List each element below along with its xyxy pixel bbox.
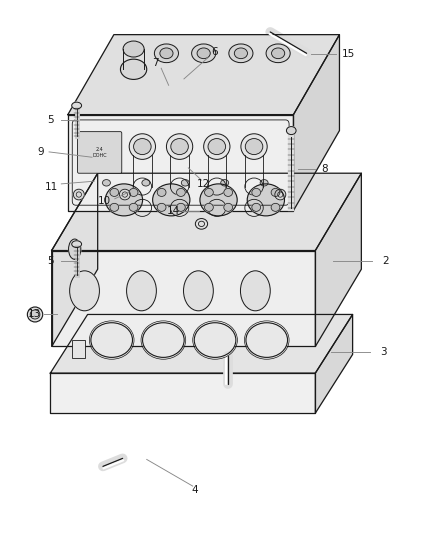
- Text: 7: 7: [152, 58, 159, 68]
- Ellipse shape: [166, 134, 193, 159]
- Ellipse shape: [91, 323, 132, 358]
- Ellipse shape: [241, 134, 267, 159]
- Ellipse shape: [119, 189, 131, 200]
- Ellipse shape: [204, 134, 230, 159]
- Ellipse shape: [224, 203, 233, 211]
- Ellipse shape: [72, 241, 81, 247]
- Ellipse shape: [105, 184, 142, 216]
- Ellipse shape: [208, 139, 226, 155]
- Ellipse shape: [271, 188, 280, 196]
- Ellipse shape: [200, 184, 237, 216]
- Text: 9: 9: [37, 147, 44, 157]
- Ellipse shape: [27, 307, 42, 322]
- Ellipse shape: [177, 203, 185, 211]
- Polygon shape: [315, 173, 361, 346]
- Ellipse shape: [72, 102, 81, 109]
- Ellipse shape: [171, 139, 188, 155]
- Text: 5: 5: [47, 256, 54, 266]
- Text: 12: 12: [197, 179, 210, 189]
- Text: 5: 5: [47, 115, 54, 125]
- Ellipse shape: [142, 180, 150, 186]
- Ellipse shape: [246, 323, 287, 358]
- Ellipse shape: [247, 184, 285, 216]
- Ellipse shape: [195, 219, 208, 229]
- Ellipse shape: [197, 48, 210, 59]
- Bar: [72, 340, 85, 358]
- Ellipse shape: [129, 188, 138, 196]
- Ellipse shape: [129, 203, 138, 211]
- Polygon shape: [293, 35, 339, 211]
- Ellipse shape: [205, 188, 213, 196]
- Polygon shape: [68, 35, 339, 115]
- Ellipse shape: [245, 139, 263, 155]
- Ellipse shape: [260, 180, 268, 186]
- Text: 3: 3: [380, 347, 387, 357]
- Ellipse shape: [110, 203, 119, 211]
- Ellipse shape: [229, 44, 253, 63]
- Ellipse shape: [160, 48, 173, 59]
- Text: 6: 6: [211, 47, 218, 57]
- Ellipse shape: [272, 48, 285, 59]
- Text: 2.4
DOHC: 2.4 DOHC: [92, 147, 107, 158]
- Ellipse shape: [184, 271, 213, 311]
- Ellipse shape: [252, 188, 261, 196]
- Ellipse shape: [129, 134, 155, 159]
- Polygon shape: [68, 115, 293, 211]
- Ellipse shape: [181, 180, 189, 186]
- Ellipse shape: [74, 189, 84, 200]
- Ellipse shape: [234, 48, 247, 59]
- Ellipse shape: [221, 180, 229, 186]
- Ellipse shape: [205, 203, 213, 211]
- Polygon shape: [52, 173, 361, 251]
- Ellipse shape: [127, 271, 156, 311]
- Ellipse shape: [120, 59, 147, 79]
- Ellipse shape: [134, 139, 151, 155]
- Polygon shape: [50, 373, 315, 413]
- Ellipse shape: [192, 44, 215, 63]
- Ellipse shape: [70, 271, 99, 311]
- Text: 8: 8: [321, 165, 328, 174]
- Ellipse shape: [271, 203, 280, 211]
- Ellipse shape: [177, 188, 185, 196]
- Polygon shape: [50, 314, 353, 373]
- Ellipse shape: [194, 323, 236, 358]
- Ellipse shape: [154, 44, 178, 63]
- Polygon shape: [52, 173, 98, 346]
- Ellipse shape: [110, 188, 119, 196]
- Polygon shape: [52, 251, 315, 346]
- Ellipse shape: [123, 41, 144, 57]
- Ellipse shape: [30, 310, 40, 319]
- Ellipse shape: [102, 180, 110, 186]
- Ellipse shape: [142, 323, 184, 358]
- Ellipse shape: [224, 188, 233, 196]
- Ellipse shape: [252, 203, 261, 211]
- Text: 11: 11: [45, 182, 58, 191]
- Ellipse shape: [286, 127, 296, 135]
- Text: 15: 15: [342, 50, 355, 59]
- Text: 2: 2: [382, 256, 389, 266]
- Ellipse shape: [157, 203, 166, 211]
- Ellipse shape: [152, 184, 190, 216]
- Ellipse shape: [157, 188, 166, 196]
- Ellipse shape: [68, 239, 81, 260]
- Polygon shape: [315, 314, 353, 413]
- Text: 4: 4: [191, 486, 198, 495]
- Ellipse shape: [266, 44, 290, 63]
- FancyBboxPatch shape: [78, 132, 122, 173]
- Ellipse shape: [275, 189, 286, 200]
- Text: 10: 10: [98, 197, 111, 206]
- Text: 14: 14: [166, 206, 180, 215]
- Ellipse shape: [240, 271, 270, 311]
- Text: 13: 13: [28, 310, 41, 319]
